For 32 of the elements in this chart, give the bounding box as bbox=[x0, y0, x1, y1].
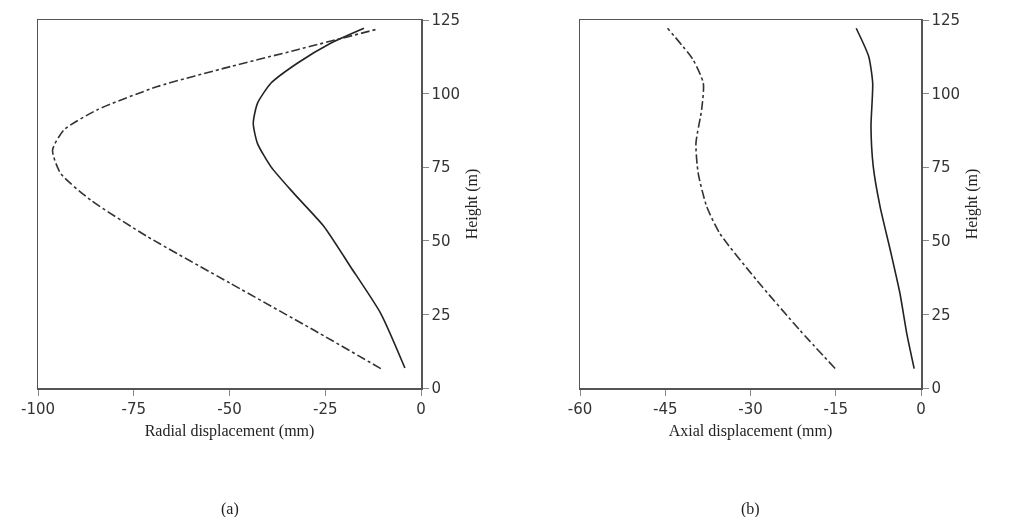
y-tick-label: 100 bbox=[431, 84, 461, 103]
x-tick-label: -75 bbox=[121, 399, 146, 418]
y-tick-label: 0 bbox=[931, 379, 942, 398]
x-axis-title: Radial displacement (mm) bbox=[144, 421, 315, 440]
y-tick-label: 100 bbox=[931, 84, 961, 103]
x-tick-label: -25 bbox=[313, 399, 338, 418]
x-tick-label: -30 bbox=[738, 399, 763, 418]
line-series bbox=[666, 27, 836, 370]
x-axis-title: Axial displacement (mm) bbox=[668, 421, 833, 440]
x-tick-label: -60 bbox=[567, 399, 593, 418]
x-tick-label: -15 bbox=[823, 399, 848, 418]
text: (b) bbox=[741, 500, 760, 517]
y-tick-label: 25 bbox=[431, 305, 451, 324]
x-tick-label: -100 bbox=[20, 399, 56, 418]
line-series bbox=[855, 27, 915, 370]
y-axis-title: Height (m) bbox=[462, 168, 481, 240]
x-tick-label: -45 bbox=[653, 399, 678, 418]
y-tick-label: 75 bbox=[431, 158, 451, 177]
x-tick-label: 0 bbox=[416, 399, 426, 418]
x-tick-label: 0 bbox=[916, 399, 926, 418]
y-tick-label: 25 bbox=[931, 305, 951, 324]
x-tick-label: -50 bbox=[217, 399, 242, 418]
line-series bbox=[51, 28, 382, 370]
y-tick-label: 50 bbox=[931, 232, 951, 251]
y-tick-label: 75 bbox=[931, 158, 951, 177]
y-tick-label: 50 bbox=[431, 232, 451, 251]
text: (a) bbox=[221, 500, 239, 517]
y-tick-label: 125 bbox=[931, 11, 961, 30]
line-series bbox=[252, 27, 406, 369]
y-tick-label: 125 bbox=[431, 11, 461, 30]
y-tick-label: 0 bbox=[431, 379, 442, 398]
y-axis-title: Height (m) bbox=[962, 168, 981, 240]
